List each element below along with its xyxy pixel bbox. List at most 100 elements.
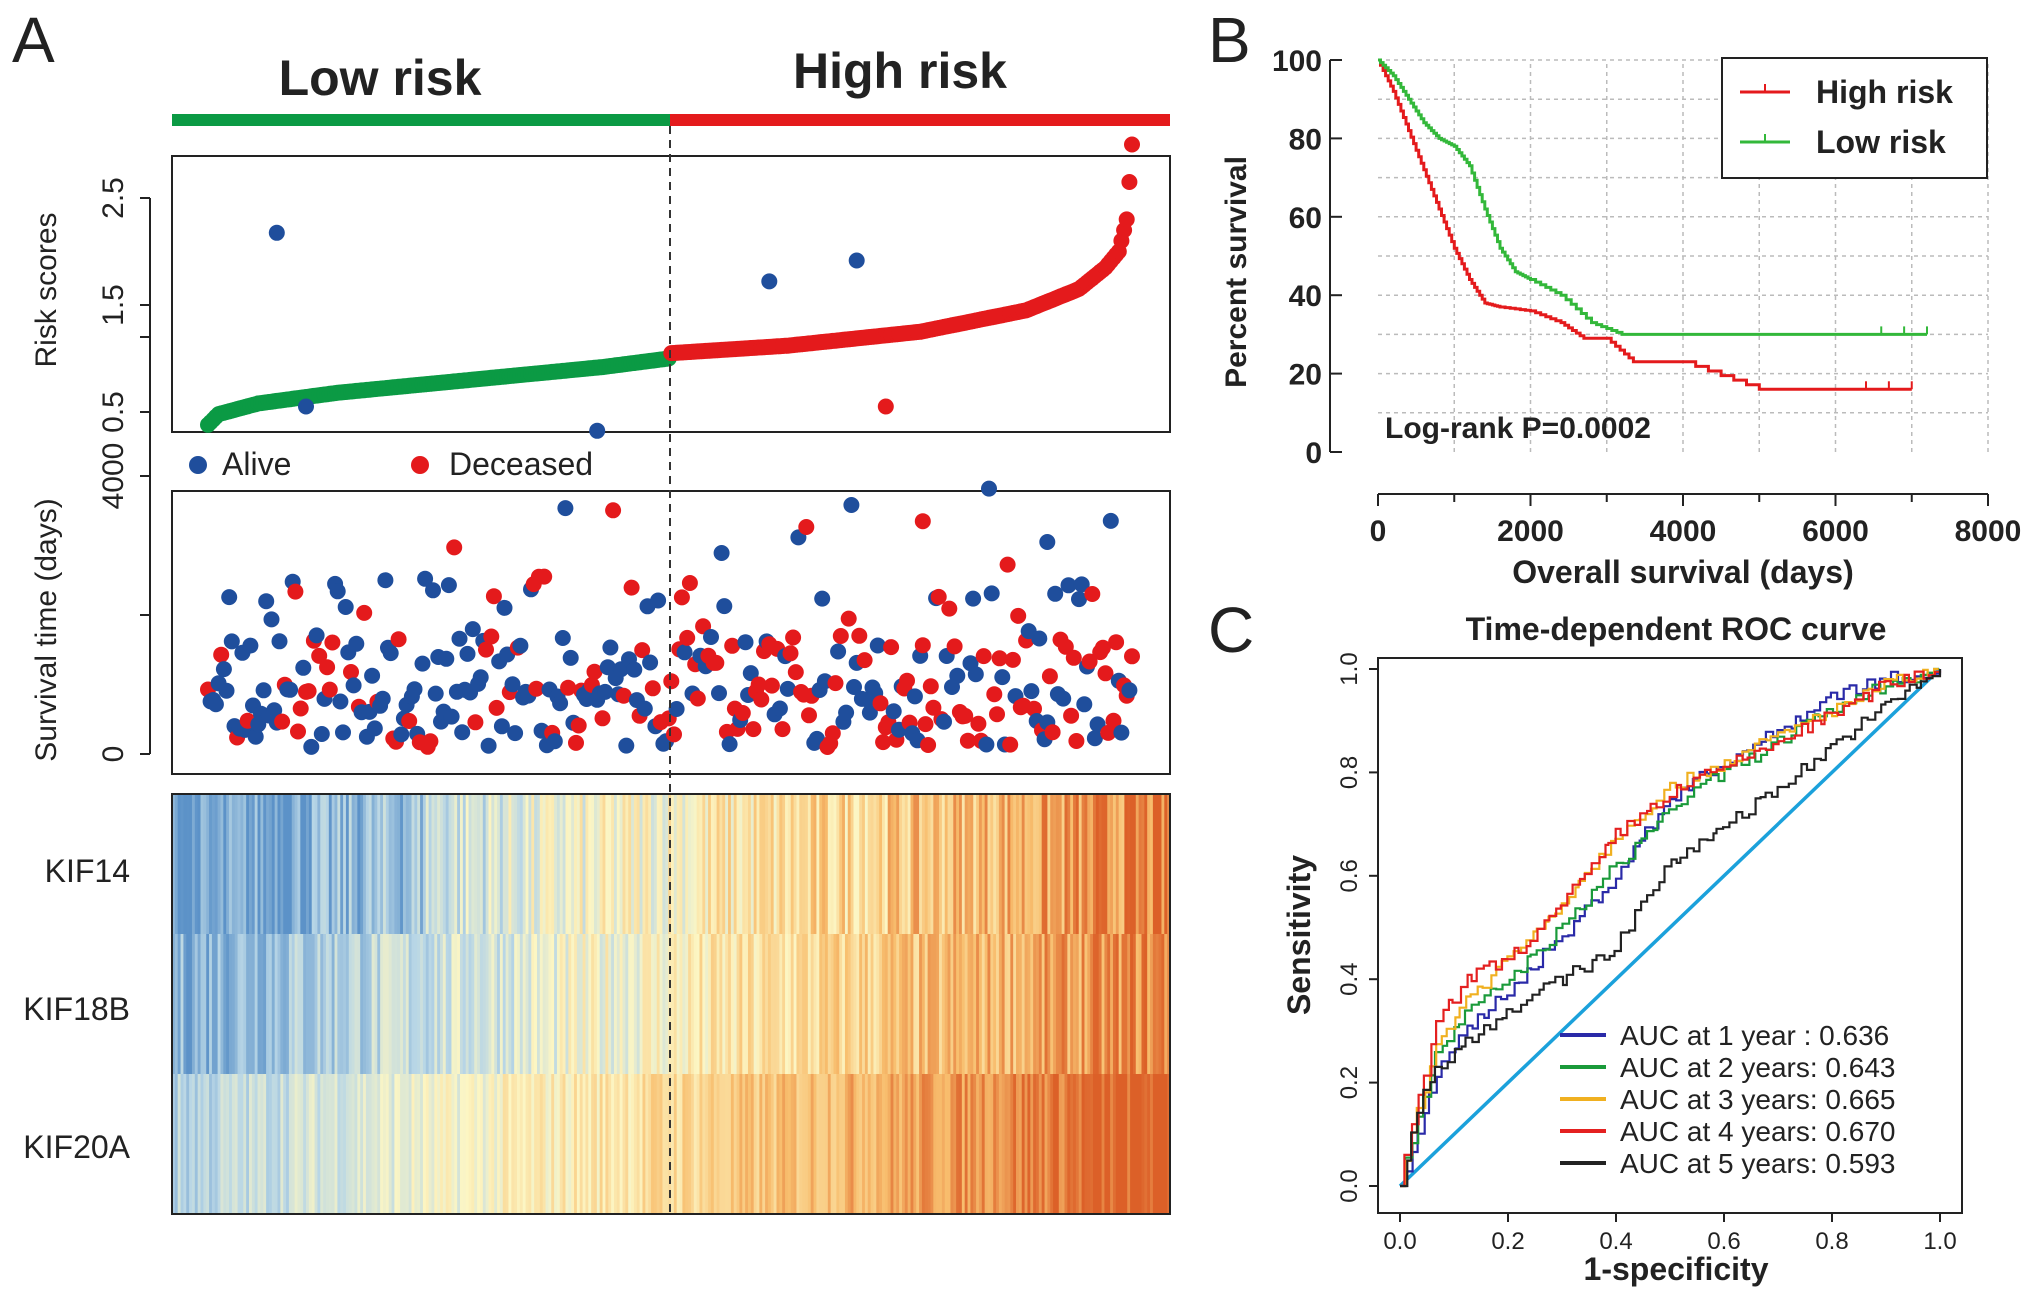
high-risk-label: High risk [793,43,1007,99]
heatmap-cell [998,934,1003,1074]
risk-y-tick-label: 2.5 [97,177,130,219]
survival-point [742,665,759,682]
heatmap-cell [448,1074,453,1214]
heatmap-cell [759,1074,763,1214]
heatmap-cell [311,934,316,1074]
heatmap-cell [422,934,427,1074]
heatmap-cell [827,794,832,934]
heatmap-cell [380,794,384,934]
heatmap-cell [479,794,484,934]
heatmap-cell [1007,794,1011,934]
heatmap-cell [288,794,293,934]
heatmap-cell [859,934,863,1074]
heatmap-cell [824,1074,829,1214]
heatmap-cell [1164,934,1168,1074]
heatmap-cell [374,934,378,1074]
roc-legend-label: AUC at 3 years: 0.665 [1620,1084,1895,1115]
km-y-tick-label: 80 [1289,123,1322,156]
heatmap-cell [676,1074,681,1214]
heatmap-cell [616,934,621,1074]
heatmap-cell [793,794,798,934]
heatmap-cell [1164,794,1168,934]
survival-point [480,737,497,754]
heatmap-cell [739,1074,743,1214]
survival-point [586,663,603,680]
heatmap-cell [574,794,578,934]
heatmap-cell [514,934,518,1074]
heatmap-cell [1013,794,1017,934]
heatmap-cell [833,794,837,934]
heatmap-cell [306,934,310,1074]
heatmap-cell [1127,794,1131,934]
survival-point [303,738,320,755]
heatmap-cell [254,934,259,1074]
heatmap-cell [708,1074,712,1214]
survival-point [374,690,391,707]
heatmap-cell [984,1074,989,1214]
heatmap-cell [708,934,712,1074]
heatmap-cell [1050,1074,1054,1214]
heatmap-cell [924,1074,929,1214]
heatmap-cell [1158,1074,1163,1214]
heatmap-cell [673,794,678,934]
heatmap-cell [368,934,373,1074]
heatmap-cell [579,1074,584,1214]
heatmap-cell [400,1074,404,1214]
survival-point [615,687,632,704]
heatmap-cell [231,934,236,1074]
heatmap-cell [280,1074,284,1214]
heatmap-cell [297,934,301,1074]
heatmap-cell [402,794,407,934]
heatmap-cell [556,1074,561,1214]
heatmap-cell [1070,1074,1074,1214]
heatmap-cell [477,794,481,934]
heatmap-cell [956,934,960,1074]
heatmap-cell [214,794,219,934]
survival-point [332,693,349,710]
heatmap-cell [736,1074,741,1214]
heatmap-cell [722,934,726,1074]
heatmap-cell [904,1074,909,1214]
heatmap-cell [919,934,923,1074]
heatmap-cell [1147,934,1151,1074]
heatmap-cell [833,1074,837,1214]
panel-a: A Low risk High risk 0.5 1.5 2.5 Risk scor… [12,4,1171,1215]
heatmap-cell [933,794,937,934]
heatmap-cell [747,934,752,1074]
survival-point [885,703,902,720]
heatmap-cell [214,934,219,1074]
heatmap-cell [622,794,626,934]
heatmap-cell [810,1074,815,1214]
heatmap-cell [536,794,541,934]
heatmap-cell [685,934,689,1074]
roc-legend-label: AUC at 1 year : 0.636 [1620,1020,1889,1051]
survival-y-tick-label: 0 [97,746,130,763]
heatmap-cell [177,794,182,934]
heatmap-cell [220,794,224,934]
heatmap-cell [263,1074,267,1214]
heatmap-cell [363,1074,367,1214]
heatmap-cell [471,934,475,1074]
heatmap-cell [688,1074,692,1214]
heatmap-cell [588,1074,592,1214]
heatmap-cell [343,934,347,1074]
heatmap-cell [659,1074,664,1214]
survival-point [716,598,733,615]
survival-point [348,635,365,652]
survival-point [1063,707,1080,724]
heatmap-cell [502,934,507,1074]
heatmap-cell [554,934,558,1074]
heatmap-cell [1167,794,1171,934]
heatmap-cell [1016,1074,1020,1214]
heatmap-cell [790,794,795,934]
heatmap-cell [913,1074,917,1214]
heatmap-cell [494,934,498,1074]
survival-point [528,680,545,697]
heatmap-cell [916,934,920,1074]
heatmap-cell [876,1074,880,1214]
heatmap-cell [919,1074,923,1214]
heatmap-cell [306,794,310,934]
heatmap-cell [340,934,344,1074]
heatmap-cell [628,794,632,934]
heatmap-cell [927,1074,932,1214]
